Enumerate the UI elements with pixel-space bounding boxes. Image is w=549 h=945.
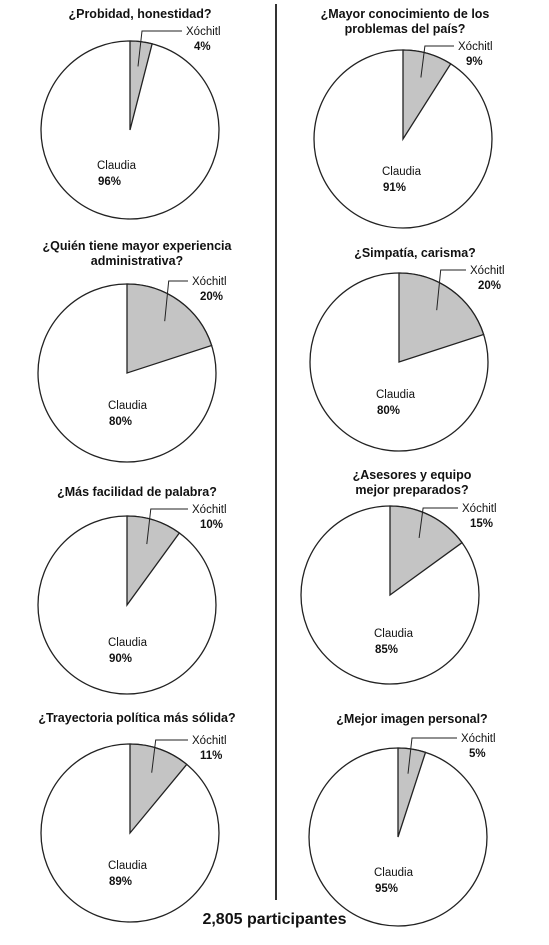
- xochitl-leader-line: [151, 739, 188, 773]
- xochitl-label: Xóchitl: [462, 503, 497, 515]
- claudia-label: Claudia: [374, 628, 414, 640]
- claudia-percent: 85%: [375, 644, 398, 656]
- xochitl-percent: 10%: [200, 519, 223, 531]
- chart-title-line: ¿Trayectoria política más sólida?: [38, 711, 235, 725]
- xochitl-label: Xóchitl: [461, 733, 496, 745]
- xochitl-label: Xóchitl: [192, 735, 227, 747]
- xochitl-leader-line: [407, 737, 457, 774]
- xochitl-leader-line: [436, 269, 466, 311]
- chart-title-line: ¿Mayor conocimiento de los: [321, 7, 490, 21]
- chart-title-line: ¿Asesores y equipo: [353, 468, 472, 482]
- claudia-label: Claudia: [382, 166, 422, 178]
- claudia-percent: 80%: [377, 405, 400, 417]
- xochitl-leader-line: [146, 508, 188, 545]
- chart-title-line: ¿Simpatía, carisma?: [354, 246, 476, 260]
- pie-chart-3: ¿Quién tiene mayor experienciaadministra…: [37, 239, 233, 463]
- xochitl-slice: [389, 505, 463, 597]
- xochitl-percent: 9%: [466, 56, 483, 68]
- xochitl-leader-line: [418, 507, 458, 538]
- xochitl-label: Xóchitl: [186, 26, 221, 38]
- xochitl-slice: [126, 283, 213, 374]
- pie-chart-5: ¿Más facilidad de palabra? Xóchitl 10% Clau…: [37, 485, 227, 695]
- claudia-percent: 90%: [109, 653, 132, 665]
- claudia-percent: 95%: [375, 883, 398, 895]
- xochitl-leader-line: [164, 280, 188, 322]
- chart-title-line: administrativa?: [91, 254, 183, 268]
- xochitl-label: Xóchitl: [470, 265, 505, 277]
- chart-title-line: ¿Más facilidad de palabra?: [57, 485, 217, 499]
- xochitl-leader-line: [137, 30, 182, 67]
- participants-footer: 2,805 participantes: [202, 911, 347, 928]
- xochitl-percent: 15%: [470, 518, 493, 530]
- xochitl-label: Xóchitl: [192, 504, 227, 516]
- pie-chart-4: ¿Simpatía, carisma? Xóchitl 20% Claudia 80%: [309, 246, 505, 452]
- claudia-label: Claudia: [108, 400, 148, 412]
- claudia-label: Claudia: [108, 637, 148, 649]
- claudia-label: Claudia: [374, 867, 414, 879]
- xochitl-slice: [397, 747, 427, 838]
- chart-title-line: mejor preparados?: [355, 483, 468, 497]
- pie-chart-8: ¿Mejor imagen personal? Xóchitl 5% Claudia 9…: [308, 712, 496, 927]
- claudia-percent: 89%: [109, 876, 132, 888]
- chart-title-line: problemas del país?: [345, 22, 466, 36]
- claudia-percent: 91%: [383, 182, 406, 194]
- xochitl-label: Xóchitl: [192, 276, 227, 288]
- column-divider: [275, 4, 277, 900]
- chart-title-line: ¿Probidad, honestidad?: [68, 7, 211, 21]
- xochitl-slice: [126, 515, 181, 608]
- claudia-label: Claudia: [97, 160, 137, 172]
- xochitl-percent: 11%: [200, 750, 222, 762]
- claudia-label: Claudia: [376, 389, 416, 401]
- xochitl-percent: 20%: [478, 280, 501, 292]
- xochitl-percent: 20%: [200, 291, 223, 303]
- chart-title-line: ¿Quién tiene mayor experiencia: [43, 239, 233, 253]
- claudia-percent: 96%: [98, 176, 121, 188]
- chart-title-line: ¿Mejor imagen personal?: [336, 712, 487, 726]
- claudia-label: Claudia: [108, 860, 148, 872]
- xochitl-slice: [129, 743, 188, 835]
- xochitl-slice: [402, 49, 452, 142]
- xochitl-label: Xóchitl: [458, 41, 493, 53]
- pie-chart-1: ¿Probidad, honestidad? Xóchitl 4% Claudia 96…: [40, 7, 221, 220]
- xochitl-percent: 5%: [469, 748, 486, 760]
- xochitl-percent: 4%: [194, 41, 211, 53]
- claudia-percent: 80%: [109, 416, 132, 428]
- xochitl-slice: [398, 272, 485, 363]
- xochitl-leader-line: [420, 45, 454, 78]
- pie-chart-7: ¿Trayectoria política más sólida? Xóchitl…: [38, 711, 236, 923]
